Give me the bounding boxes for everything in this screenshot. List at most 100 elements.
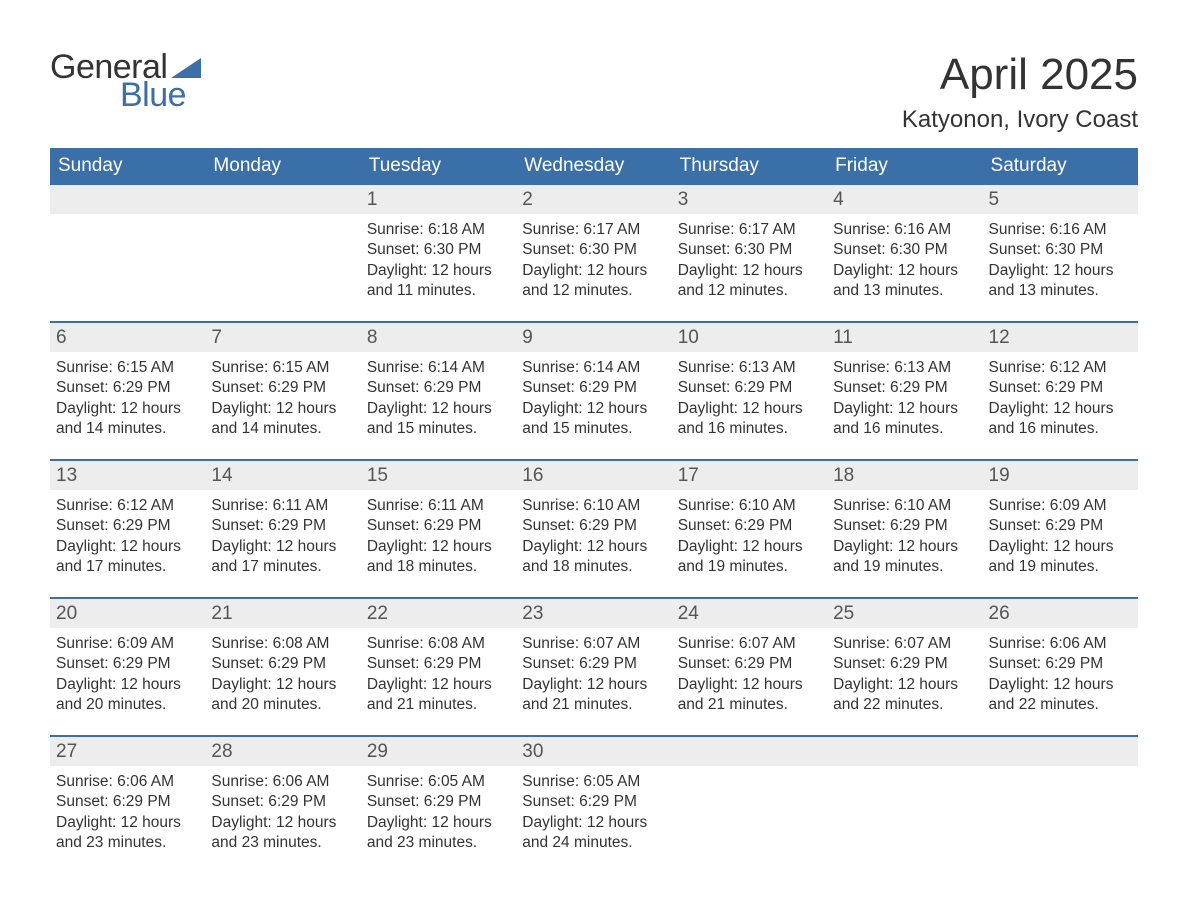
- day-number: 28: [211, 741, 232, 762]
- sunset-line: Sunset: 6:29 PM: [367, 792, 510, 812]
- day-number: 25: [833, 603, 854, 624]
- day-cell: 9 Sunrise: 6:14 AMSunset: 6:29 PMDaylight…: [516, 323, 671, 441]
- daynum-bar: 16: [516, 461, 671, 490]
- daylight-line-1: Daylight: 12 hours: [833, 675, 976, 695]
- sunrise-line: Sunrise: 6:06 AM: [989, 634, 1132, 654]
- day-cell: [983, 737, 1138, 855]
- daynum-bar: 21: [205, 599, 360, 628]
- daylight-line-1: Daylight: 12 hours: [56, 813, 199, 833]
- daynum-bar: 26: [983, 599, 1138, 628]
- sunrise-line: Sunrise: 6:11 AM: [211, 496, 354, 516]
- day-body: Sunrise: 6:13 AMSunset: 6:29 PMDaylight:…: [827, 352, 982, 440]
- day-header-row: Sunday Monday Tuesday Wednesday Thursday…: [50, 148, 1138, 185]
- daylight-line-1: Daylight: 12 hours: [211, 675, 354, 695]
- day-number: 9: [522, 327, 533, 348]
- day-number: 19: [989, 465, 1010, 486]
- daylight-line-2: and 15 minutes.: [522, 419, 665, 439]
- daylight-line-2: and 13 minutes.: [833, 281, 976, 301]
- day-body: Sunrise: 6:06 AMSunset: 6:29 PMDaylight:…: [205, 766, 360, 854]
- sunset-line: Sunset: 6:29 PM: [833, 654, 976, 674]
- sunrise-line: Sunrise: 6:10 AM: [678, 496, 821, 516]
- day-cell: 20Sunrise: 6:09 AMSunset: 6:29 PMDayligh…: [50, 599, 205, 717]
- daylight-line-1: Daylight: 12 hours: [522, 537, 665, 557]
- sunset-line: Sunset: 6:29 PM: [367, 378, 510, 398]
- sunrise-line: Sunrise: 6:11 AM: [367, 496, 510, 516]
- day-body: Sunrise: 6:16 AMSunset: 6:30 PMDaylight:…: [827, 214, 982, 302]
- daynum-bar: 25: [827, 599, 982, 628]
- dayheader-thursday: Thursday: [672, 148, 827, 185]
- sunset-line: Sunset: 6:29 PM: [367, 516, 510, 536]
- daynum-bar: 22: [361, 599, 516, 628]
- day-cell: 5Sunrise: 6:16 AMSunset: 6:30 PMDaylight…: [983, 185, 1138, 303]
- day-number: 13: [56, 465, 77, 486]
- daylight-line-2: and 24 minutes.: [522, 833, 665, 853]
- day-body: Sunrise: 6:05 AMSunset: 6:29 PMDaylight:…: [516, 766, 671, 854]
- sunrise-line: Sunrise: 6:17 AM: [678, 220, 821, 240]
- daylight-line-1: Daylight: 12 hours: [989, 537, 1132, 557]
- brand-name-bottom: Blue: [120, 78, 201, 112]
- sunrise-line: Sunrise: 6:08 AM: [211, 634, 354, 654]
- sunrise-line: Sunrise: 6:14 AM: [522, 358, 665, 378]
- sunrise-line: Sunrise: 6:12 AM: [56, 496, 199, 516]
- daylight-line-1: Daylight: 12 hours: [367, 399, 510, 419]
- daynum-bar: 11: [827, 323, 982, 352]
- day-cell: 26Sunrise: 6:06 AMSunset: 6:29 PMDayligh…: [983, 599, 1138, 717]
- sunset-line: Sunset: 6:29 PM: [211, 378, 354, 398]
- daynum-bar: 4: [827, 185, 982, 214]
- daylight-line-1: Daylight: 12 hours: [211, 813, 354, 833]
- day-body: Sunrise: 6:06 AMSunset: 6:29 PMDaylight:…: [983, 628, 1138, 716]
- daylight-line-1: Daylight: 12 hours: [989, 675, 1132, 695]
- day-number: 4: [833, 189, 844, 210]
- daynum-bar: 28: [205, 737, 360, 766]
- daylight-line-2: and 17 minutes.: [56, 557, 199, 577]
- day-number: 7: [211, 327, 222, 348]
- week-row: 27Sunrise: 6:06 AMSunset: 6:29 PMDayligh…: [50, 735, 1138, 855]
- sunset-line: Sunset: 6:30 PM: [833, 240, 976, 260]
- daynum-bar: 30: [516, 737, 671, 766]
- daylight-line-1: Daylight: 12 hours: [833, 261, 976, 281]
- day-body: Sunrise: 6:18 AMSunset: 6:30 PMDaylight:…: [361, 214, 516, 302]
- calendar-table: Sunday Monday Tuesday Wednesday Thursday…: [50, 148, 1138, 855]
- dayheader-friday: Friday: [827, 148, 982, 185]
- day-number: 5: [989, 189, 1000, 210]
- day-body: Sunrise: 6:14 AMSunset: 6:29 PMDaylight:…: [516, 352, 671, 440]
- dayheader-tuesday: Tuesday: [361, 148, 516, 185]
- day-number: 11: [833, 327, 853, 348]
- brand-logo: General Blue: [50, 50, 201, 112]
- week-row: 6Sunrise: 6:15 AMSunset: 6:29 PMDaylight…: [50, 321, 1138, 441]
- sunset-line: Sunset: 6:29 PM: [989, 378, 1132, 398]
- day-cell: 24Sunrise: 6:07 AMSunset: 6:29 PMDayligh…: [672, 599, 827, 717]
- day-number: 1: [367, 189, 378, 210]
- daylight-line-1: Daylight: 12 hours: [367, 675, 510, 695]
- daylight-line-2: and 20 minutes.: [56, 695, 199, 715]
- daylight-line-1: Daylight: 12 hours: [56, 399, 199, 419]
- day-body: Sunrise: 6:10 AMSunset: 6:29 PMDaylight:…: [516, 490, 671, 578]
- day-body: Sunrise: 6:10 AMSunset: 6:29 PMDaylight:…: [827, 490, 982, 578]
- sunrise-line: Sunrise: 6:18 AM: [367, 220, 510, 240]
- daynum-bar: [672, 737, 827, 766]
- daynum-bar: [50, 185, 205, 214]
- day-cell: [205, 185, 360, 303]
- daylight-line-1: Daylight: 12 hours: [522, 675, 665, 695]
- day-body: Sunrise: 6:07 AMSunset: 6:29 PMDaylight:…: [672, 628, 827, 716]
- day-number: 3: [678, 189, 689, 210]
- sunrise-line: Sunrise: 6:07 AM: [522, 634, 665, 654]
- daynum-bar: 19: [983, 461, 1138, 490]
- sunset-line: Sunset: 6:30 PM: [989, 240, 1132, 260]
- day-body: Sunrise: 6:14 AMSunset: 6:29 PMDaylight:…: [361, 352, 516, 440]
- day-cell: 22Sunrise: 6:08 AMSunset: 6:29 PMDayligh…: [361, 599, 516, 717]
- sunset-line: Sunset: 6:29 PM: [989, 516, 1132, 536]
- day-cell: 10Sunrise: 6:13 AMSunset: 6:29 PMDayligh…: [672, 323, 827, 441]
- sunset-line: Sunset: 6:29 PM: [56, 654, 199, 674]
- dayheader-wednesday: Wednesday: [516, 148, 671, 185]
- daylight-line-1: Daylight: 12 hours: [367, 813, 510, 833]
- day-number: 30: [522, 741, 543, 762]
- day-body: Sunrise: 6:07 AMSunset: 6:29 PMDaylight:…: [516, 628, 671, 716]
- daynum-bar: 2: [516, 185, 671, 214]
- daynum-bar: 24: [672, 599, 827, 628]
- day-cell: 17Sunrise: 6:10 AMSunset: 6:29 PMDayligh…: [672, 461, 827, 579]
- sunrise-line: Sunrise: 6:08 AM: [367, 634, 510, 654]
- day-number: 12: [989, 327, 1010, 348]
- daylight-line-2: and 21 minutes.: [678, 695, 821, 715]
- day-cell: 1 Sunrise: 6:18 AMSunset: 6:30 PMDaylight…: [361, 185, 516, 303]
